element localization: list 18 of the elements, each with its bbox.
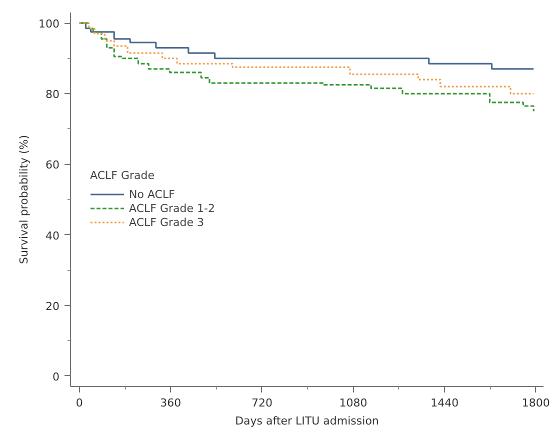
x-tick-label: 1080 (339, 396, 368, 410)
x-tick-label: 720 (251, 396, 272, 410)
y-tick-label: 80 (46, 88, 60, 102)
x-tick-label: 1800 (522, 396, 550, 410)
legend-label: ACLF Grade 1-2 (129, 201, 215, 215)
y-tick-label: 60 (46, 158, 60, 172)
y-tick-label: 20 (46, 300, 60, 313)
legend-label: No ACLF (129, 187, 175, 201)
y-tick-label: 0 (52, 370, 60, 384)
x-tick-label: 0 (76, 396, 83, 410)
y-tick-label: 40 (46, 229, 60, 242)
x-tick-label: 1440 (430, 396, 459, 410)
legend-label: ACLF Grade 3 (129, 215, 204, 229)
x-axis-title: Days after LITU admission (235, 414, 379, 428)
x-tick-label: 360 (160, 396, 182, 410)
legend-title: ACLF Grade (90, 169, 156, 182)
y-tick-label: 100 (38, 18, 60, 31)
y-axis-title: Survival probability (%) (18, 134, 31, 264)
